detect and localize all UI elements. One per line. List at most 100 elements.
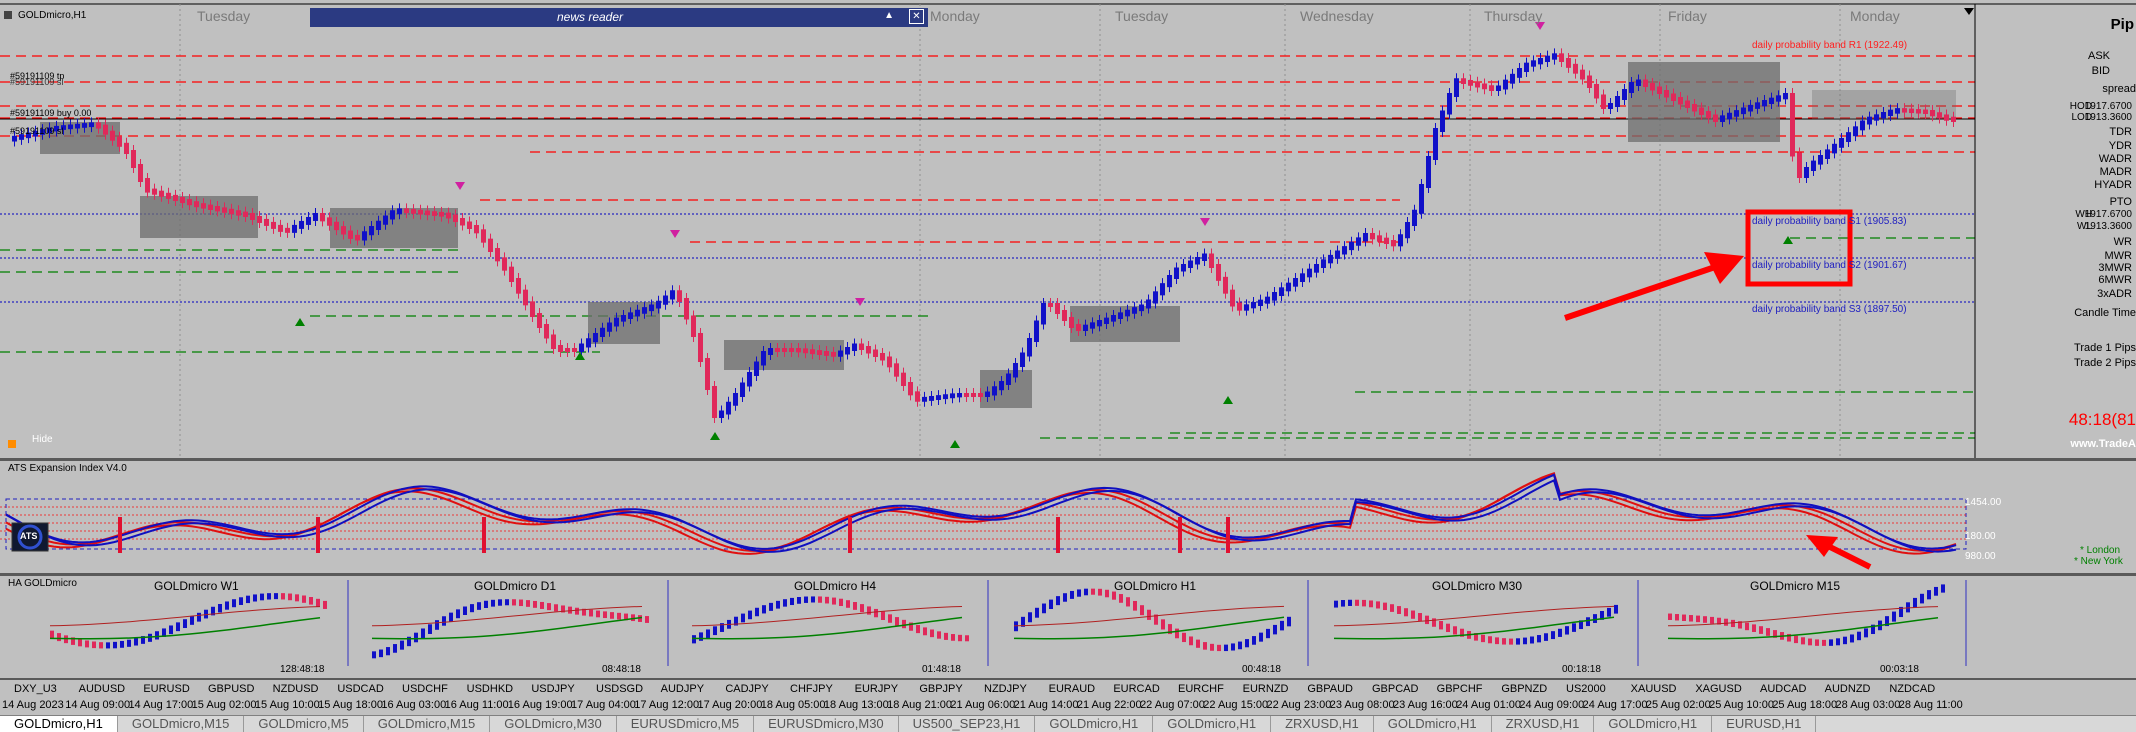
candle bbox=[530, 301, 535, 317]
ha-candle bbox=[734, 616, 738, 626]
symbol-label[interactable]: EURUSD bbox=[143, 683, 190, 695]
symbol-label[interactable]: EURCAD bbox=[1113, 683, 1160, 695]
mtf-pane[interactable]: HA GOLDmicro GOLDmicro W1 GOLDmicro D1 G… bbox=[0, 576, 2136, 678]
symbol-label[interactable]: GBPCHF bbox=[1436, 683, 1483, 695]
chart-tab[interactable]: GOLDmicro,M15 bbox=[364, 716, 491, 732]
ha-candle bbox=[1934, 586, 1938, 596]
indicator-pane[interactable]: ATS Expansion Index V4.0 ATS 1454.00 180… bbox=[0, 461, 2136, 573]
symbol-label[interactable]: GBPUSD bbox=[208, 683, 255, 695]
ha-candle bbox=[1287, 616, 1291, 627]
candle bbox=[1804, 167, 1809, 178]
chart-tab[interactable]: GOLDmicro,H1 bbox=[0, 716, 118, 732]
chart-tab[interactable]: GOLDmicro,H1 bbox=[1153, 716, 1272, 732]
ha-candle bbox=[1537, 635, 1541, 643]
symbol-label[interactable]: US2000 bbox=[1566, 683, 1606, 695]
day-label: Thursday bbox=[1484, 8, 1543, 24]
symbol-label[interactable]: GBPCAD bbox=[1372, 683, 1419, 695]
symbol-label[interactable]: DXY_U3 bbox=[14, 683, 57, 695]
hide-button[interactable]: Hide bbox=[32, 434, 53, 445]
symbol-label[interactable]: AUDJPY bbox=[660, 683, 705, 695]
candle bbox=[1916, 109, 1921, 114]
wh-value: 1917.6700 bbox=[2084, 209, 2132, 220]
ha-candle bbox=[1843, 636, 1847, 645]
symbol-label[interactable]: EURCHF bbox=[1178, 683, 1224, 695]
chart-tab[interactable]: EURUSDmicro,M30 bbox=[754, 716, 899, 732]
candle bbox=[1223, 276, 1228, 294]
candle bbox=[110, 130, 115, 141]
symbol-label[interactable]: XAUUSD bbox=[1630, 683, 1677, 695]
price-chart[interactable] bbox=[0, 0, 2136, 458]
candle bbox=[376, 220, 381, 230]
symbol-label[interactable]: GBPJPY bbox=[919, 683, 963, 695]
symbol-label[interactable]: AUDUSD bbox=[78, 683, 126, 695]
chart-tab[interactable]: GOLDmicro,H1 bbox=[1035, 716, 1154, 732]
chart-tab[interactable]: US500_SEP23,H1 bbox=[899, 716, 1036, 732]
candle bbox=[166, 192, 171, 199]
time-axis-label: 25 Aug 18:00 bbox=[1772, 699, 1838, 711]
symbol-label[interactable]: USDHKD bbox=[466, 683, 514, 695]
candle bbox=[936, 395, 941, 400]
symbol-label[interactable]: NZDCAD bbox=[1889, 683, 1936, 695]
ha-candle bbox=[1682, 614, 1686, 621]
mtf-panel-label: GOLDmicro H4 bbox=[794, 579, 877, 593]
candle bbox=[390, 210, 395, 220]
minimize-icon[interactable]: ▲ bbox=[884, 10, 894, 21]
candle bbox=[817, 350, 822, 355]
symbol-label[interactable]: CHFJPY bbox=[790, 683, 833, 695]
chart-tab[interactable]: GOLDmicro,H1 bbox=[1374, 716, 1492, 732]
ats-logo: ATS bbox=[20, 531, 38, 541]
ha-candle bbox=[561, 605, 565, 613]
pane-separator[interactable] bbox=[0, 458, 2136, 461]
chart-tab[interactable]: GOLDmicro,M15 bbox=[118, 716, 245, 732]
symbol-label[interactable]: EURJPY bbox=[854, 683, 899, 695]
symbol-label[interactable]: USDCHF bbox=[402, 683, 448, 695]
symbol-label[interactable]: GBPAUD bbox=[1307, 683, 1353, 695]
ha-candle bbox=[1231, 643, 1235, 651]
candle bbox=[705, 358, 710, 390]
symbol-label[interactable]: USDSGD bbox=[596, 683, 644, 695]
ha-candle bbox=[1850, 634, 1854, 643]
candle bbox=[838, 350, 843, 357]
symbol-label[interactable]: AUDCAD bbox=[1760, 683, 1807, 695]
close-icon[interactable]: ✕ bbox=[909, 9, 924, 24]
day-label: Tuesday bbox=[1115, 8, 1169, 24]
chart-tab[interactable]: GOLDmicro,M5 bbox=[244, 716, 364, 732]
ha-candle bbox=[1516, 638, 1520, 645]
symbol-label[interactable]: CADJPY bbox=[725, 683, 769, 695]
main-chart-pane[interactable]: GOLDmicro,H1 Tuesday Monday Tuesday Wedn… bbox=[0, 0, 2136, 458]
candle bbox=[978, 393, 983, 397]
chart-tab[interactable]: EURUSDmicro,M5 bbox=[617, 716, 755, 732]
symbol-label[interactable]: XAGUSD bbox=[1695, 683, 1742, 695]
symbol-label[interactable]: USDCAD bbox=[337, 683, 384, 695]
ha-candle bbox=[1579, 620, 1583, 630]
chart-tab[interactable]: EURUSD,H1 bbox=[1712, 716, 1817, 732]
candle bbox=[1475, 81, 1480, 88]
hide-toggle-icon[interactable] bbox=[8, 440, 16, 448]
chart-menu-icon[interactable] bbox=[4, 11, 12, 19]
ha-candle bbox=[435, 620, 439, 630]
symbol-label[interactable]: GBPNZD bbox=[1501, 683, 1548, 695]
candle bbox=[1391, 240, 1396, 247]
symbol-label[interactable]: USDJPY bbox=[531, 683, 575, 695]
chart-tab[interactable]: GOLDmicro,M30 bbox=[490, 716, 617, 732]
chart-tab[interactable]: ZRXUSD,H1 bbox=[1492, 716, 1595, 732]
time-axis-label: 24 Aug 01:00 bbox=[1456, 699, 1522, 711]
ha-candle bbox=[596, 610, 600, 618]
news-reader-bar[interactable]: news reader ▲ ✕ bbox=[310, 8, 928, 27]
scroll-marker-icon[interactable] bbox=[1964, 8, 1974, 15]
ha-candle bbox=[239, 597, 243, 605]
candle bbox=[138, 164, 143, 182]
symbol-label[interactable]: NZDJPY bbox=[984, 683, 1027, 695]
ha-candle bbox=[1899, 606, 1903, 618]
symbol-label[interactable]: AUDNZD bbox=[1824, 683, 1871, 695]
candle bbox=[1818, 155, 1823, 165]
ha-candle bbox=[1404, 608, 1408, 617]
symbol-label[interactable]: EURNZD bbox=[1242, 683, 1289, 695]
chart-tab[interactable]: GOLDmicro,H1 bbox=[1594, 716, 1713, 732]
pane-separator[interactable] bbox=[0, 573, 2136, 576]
symbol-label[interactable]: NZDUSD bbox=[272, 683, 319, 695]
candle bbox=[1258, 299, 1263, 306]
pane-separator[interactable] bbox=[0, 678, 2136, 680]
symbol-label[interactable]: EURAUD bbox=[1048, 683, 1096, 695]
chart-tab[interactable]: ZRXUSD,H1 bbox=[1271, 716, 1374, 732]
